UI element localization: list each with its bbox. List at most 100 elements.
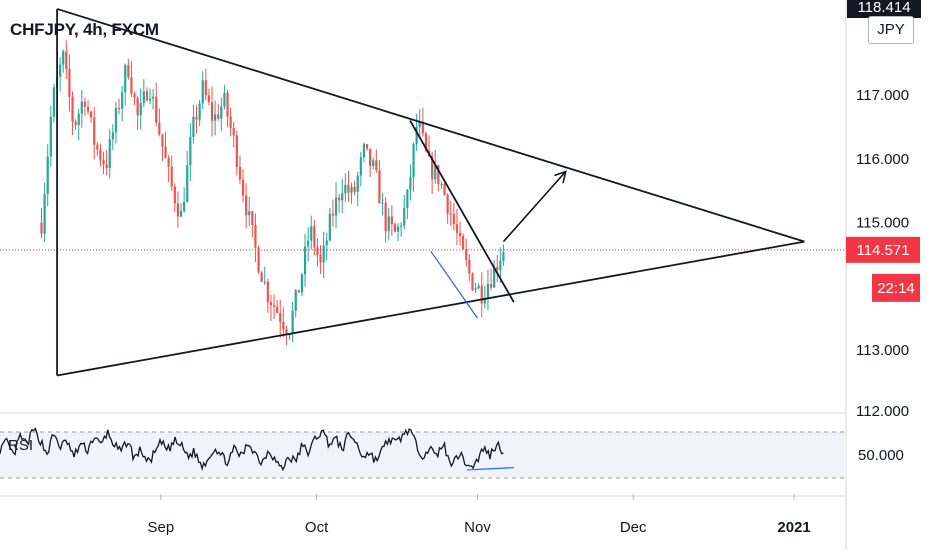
candle-body [362, 144, 366, 158]
candle-body [378, 170, 381, 204]
candle-body [344, 184, 347, 194]
candle-body [403, 207, 406, 226]
candle-body [223, 92, 226, 107]
candle-body [226, 92, 229, 117]
candle-body [189, 136, 192, 166]
candle-body [294, 290, 297, 311]
candle-body [443, 183, 446, 195]
candle-body [390, 216, 393, 225]
candle-body [412, 144, 415, 178]
candle-body [186, 165, 189, 203]
candle-body [183, 202, 186, 211]
candle-body [83, 101, 87, 107]
candle-body [105, 164, 108, 168]
candle-body [46, 156, 49, 195]
candle-body [350, 186, 353, 193]
countdown-label: 22:14 [877, 280, 915, 297]
candle-body [316, 247, 319, 256]
candle-body [303, 246, 307, 275]
candle-body [263, 281, 266, 283]
support-trendline [430, 250, 478, 319]
candle-body [493, 266, 496, 288]
candle-body [167, 157, 170, 167]
candle-body [359, 157, 362, 176]
candle-body [468, 260, 471, 274]
candle-body [291, 310, 294, 335]
candle-body [40, 222, 43, 234]
candle-body [152, 96, 155, 99]
candle-body [142, 91, 145, 103]
candle-body [341, 193, 344, 201]
candle-body [232, 127, 235, 136]
x-tick-label: Nov [464, 519, 491, 536]
candle-body [421, 121, 424, 134]
x-tick-label: 2021 [777, 519, 810, 536]
x-tick-label: Sep [148, 519, 175, 536]
candle-body [486, 284, 490, 298]
candle-body [71, 96, 74, 122]
candle-body [365, 144, 369, 149]
candle-body [381, 202, 384, 204]
candle-body [235, 135, 238, 167]
candle-body [375, 160, 378, 171]
candle-body [477, 285, 480, 289]
forecast-arrow-head [554, 170, 567, 184]
y-tick-label: 115.000 [856, 215, 909, 232]
candle-body [415, 127, 418, 145]
candle-body [266, 281, 269, 303]
candle-body [114, 108, 118, 133]
candle-body [241, 179, 245, 196]
candle-body [164, 146, 167, 158]
candle-body [483, 297, 486, 304]
candle-body [155, 96, 158, 123]
rsi-line [0, 427, 504, 472]
candle-body [170, 166, 173, 187]
candle-body [161, 134, 164, 147]
candle-body [409, 177, 412, 190]
candle-body [496, 266, 499, 271]
candle-body [313, 226, 316, 248]
candle-body [452, 214, 455, 225]
candle-body [328, 213, 331, 241]
candle-body [204, 80, 207, 96]
candle-body [437, 165, 440, 184]
candle-body [77, 113, 80, 126]
candle-body [229, 116, 232, 128]
candle-body [74, 121, 77, 126]
rsi-indicator-label[interactable]: RSI [8, 437, 34, 454]
candle-body [424, 133, 428, 151]
candle-body [158, 122, 161, 135]
candle-body [458, 232, 462, 237]
candle-body [102, 160, 105, 165]
y-tick-label: 116.000 [856, 151, 909, 168]
candle-body [387, 216, 390, 232]
candle-body [276, 306, 279, 313]
candle-body [139, 102, 142, 116]
candle-body [434, 165, 437, 180]
candle-body [446, 194, 449, 214]
candle-body [310, 226, 313, 241]
currency-selector[interactable]: JPY [868, 16, 914, 44]
candle-body [145, 91, 149, 101]
candle-body [220, 106, 223, 119]
candle-body [406, 189, 409, 208]
candle-body [133, 93, 136, 98]
candle-body [127, 65, 130, 78]
candle-body [480, 285, 483, 304]
top-price-label: 118.414 [857, 0, 910, 16]
candle-body [288, 334, 291, 336]
current-price-label: 114.571 [856, 242, 909, 259]
candle-body [99, 149, 102, 161]
candle-body [356, 175, 359, 192]
candle-body [449, 213, 452, 215]
candle-body [117, 108, 121, 110]
candle-body [173, 186, 176, 204]
candle-body [297, 290, 300, 293]
rsi-band [0, 432, 846, 478]
candle-body [307, 240, 310, 247]
candle-body [322, 245, 325, 263]
candle-body [52, 87, 56, 117]
candle-body [108, 139, 111, 168]
candle-body [400, 225, 403, 227]
